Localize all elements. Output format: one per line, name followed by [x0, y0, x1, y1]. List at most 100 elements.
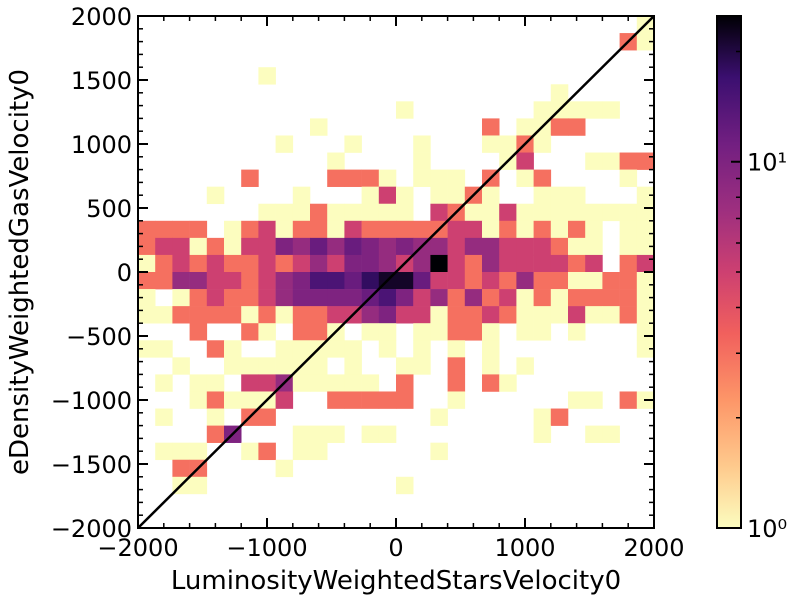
heatmap-cell [206, 289, 225, 307]
heatmap-cell [482, 118, 500, 136]
heatmap-cell [619, 289, 638, 307]
heatmap-cell [413, 323, 431, 341]
heatmap-cell [636, 306, 655, 324]
heatmap-cell [430, 169, 448, 187]
heatmap-cell [447, 391, 466, 409]
heatmap-cell [464, 272, 483, 290]
heatmap-cell [396, 374, 414, 392]
heatmap-cell [533, 169, 552, 187]
heatmap-cell [378, 289, 397, 307]
heatmap-cell [361, 306, 380, 324]
heatmap-cell [447, 357, 466, 375]
heatmap-cell [292, 442, 311, 461]
heatmap-cell [292, 374, 311, 392]
y-tick-label: −2000 [51, 515, 132, 543]
heatmap-cell [258, 323, 276, 341]
heatmap-cell [447, 306, 466, 324]
heatmap-cell [413, 306, 431, 324]
x-axis-ticks: −2000 −1000 0 1000 2000 [97, 16, 685, 562]
heatmap-cell [138, 340, 156, 358]
heatmap-cell [447, 186, 466, 205]
heatmap-cell [482, 357, 500, 375]
heatmap-cell [327, 374, 345, 392]
colorbar-tick-label: 10¹ [747, 149, 787, 177]
heatmap-cell [482, 289, 500, 307]
heatmap-cell [258, 272, 276, 290]
heatmap-cell [499, 203, 517, 222]
heatmap-cell [206, 408, 225, 426]
heatmap-cell [516, 169, 534, 187]
heatmap-cell [224, 237, 242, 256]
heatmap-cell [585, 391, 603, 409]
heatmap-cell [602, 101, 620, 119]
heatmap-cell [482, 254, 500, 273]
heatmap-cell [568, 323, 586, 341]
heatmap-cell [172, 459, 190, 478]
heatmap-cell [447, 340, 466, 358]
heatmap-cell [155, 220, 173, 239]
heatmap-cell [550, 408, 569, 426]
heatmap-cell [430, 323, 448, 341]
heatmap-cell [327, 272, 345, 290]
heatmap-cell [361, 169, 380, 187]
heatmap-cell [396, 289, 414, 307]
heatmap-cell [344, 357, 362, 375]
heatmap-cell [396, 237, 414, 256]
heatmap-cell [155, 408, 173, 426]
heatmap-cell [602, 425, 620, 443]
heatmap-cell [430, 254, 448, 273]
x-tick-label: 2000 [623, 534, 684, 562]
heatmap-cell [155, 306, 173, 324]
heatmap-cell [224, 220, 242, 239]
heatmap-cell [619, 306, 638, 324]
y-tick-label: 1500 [71, 67, 132, 95]
heatmap-cell [619, 254, 638, 273]
heatmap-cell [224, 391, 242, 409]
heatmap-cell [378, 425, 397, 443]
heatmap-cell [275, 272, 294, 290]
colorbar-tick-label: 10⁰ [747, 515, 787, 543]
heatmap-cell [482, 340, 500, 358]
heatmap-cell [310, 289, 328, 307]
heatmap-cell [155, 272, 173, 290]
y-tick-label: −500 [66, 323, 132, 351]
heatmap-cell [327, 237, 345, 256]
heatmap-cell [396, 220, 414, 239]
heatmap-cell [482, 374, 500, 392]
heatmap-cell [189, 374, 208, 392]
heatmap-cell [327, 203, 345, 222]
y-axis-label: eDensityWeightedGasVelocity0 [5, 69, 35, 475]
heatmap-cell [327, 340, 345, 358]
heatmap-cell [413, 357, 431, 375]
heatmap-cell [550, 118, 569, 136]
heatmap-cell [138, 237, 156, 256]
heatmap-cell [378, 169, 397, 187]
heatmap-cell [447, 169, 466, 187]
heatmap-cell [172, 272, 190, 290]
heatmap-cell [447, 272, 466, 290]
heatmap-cell [241, 272, 259, 290]
heatmap-cell [619, 169, 638, 187]
heatmap-cell [619, 237, 638, 256]
heatmap-cell [172, 220, 190, 239]
colorbar: 10⁰ 10¹ [716, 15, 787, 543]
heatmap-cell [344, 135, 362, 153]
heatmap-cell [258, 220, 276, 239]
heatmap-cell [189, 237, 208, 256]
heatmap-cell [464, 237, 483, 256]
heatmap-cell [464, 323, 483, 341]
heatmap-cell [241, 169, 259, 187]
heatmap-cell [516, 289, 534, 307]
heatmap-cell [482, 237, 500, 256]
heatmap-cell [344, 374, 362, 392]
heatmap-cell [361, 391, 380, 409]
heatmap-cell [396, 306, 414, 324]
heatmap-cell [378, 323, 397, 341]
heatmap-cell [241, 220, 259, 239]
heatmap-cell [636, 323, 655, 341]
heatmap-cell [241, 357, 259, 375]
heatmap-cell [636, 272, 655, 290]
heatmap-cell [585, 237, 603, 256]
heatmap-cell [499, 374, 517, 392]
heatmap-cell [258, 306, 276, 324]
